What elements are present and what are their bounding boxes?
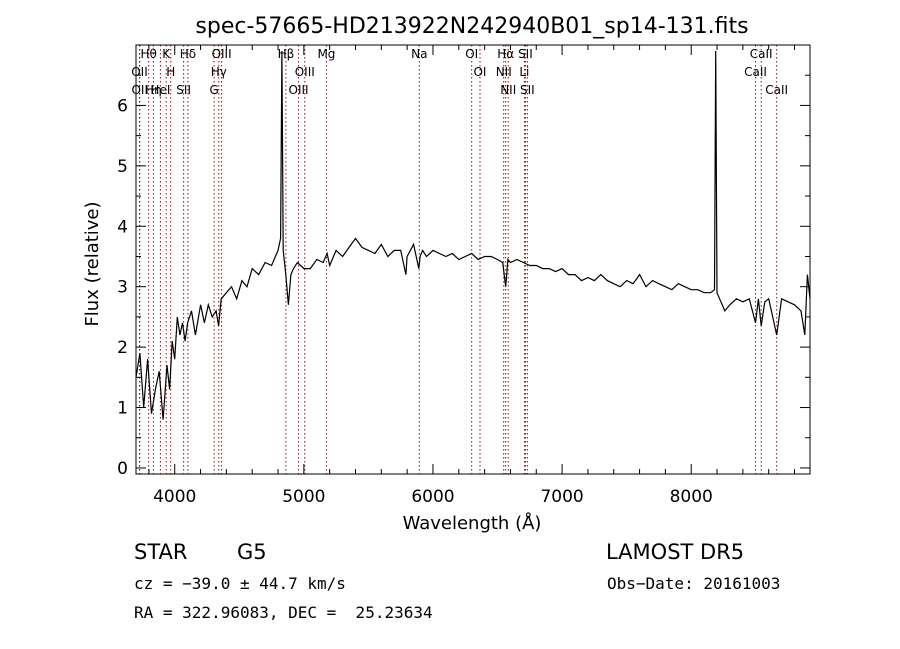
line-marker-label: Li [519,65,529,79]
y-tick-label: 6 [117,96,128,116]
line-marker-label: NII [496,65,512,79]
line-marker-label: Hθ [140,47,156,61]
line-marker-label: G [209,83,218,97]
observation-date: Obs−Date: 20161003 [607,574,781,593]
x-tick-label: 7000 [540,487,583,507]
line-marker-label: Hβ [278,47,295,61]
line-marker-label: NII [500,83,516,97]
y-tick-label: 4 [117,217,128,237]
y-tick-label: 5 [117,157,128,177]
line-marker-label: Hδ [180,47,196,61]
spectral-subclass: G5 [237,540,267,564]
chart-title: spec-57665-HD213922N242940B01_sp14-131.f… [195,14,748,39]
line-marker-label: Mg [317,47,335,61]
object-type: STAR [134,540,188,564]
line-marker-label: CaII [750,47,773,61]
line-marker-label: CaII [744,65,767,79]
line-marker-label: SII [520,83,535,97]
plot-frame [135,44,811,475]
x-axis-label: Wavelength (Å) [403,512,542,534]
coordinates-readout: RA = 322.96083, DEC = 25.23634 [134,603,433,622]
x-tick-label: 5000 [282,487,325,507]
line-marker-label: H [166,65,175,79]
line-marker-label: Hη [145,83,162,97]
line-marker-label: SII [176,83,191,97]
x-tick-label: 6000 [411,487,454,507]
line-marker-label: HeI [150,83,170,97]
line-marker-label: K [162,47,171,61]
x-tick-label: 8000 [670,487,713,507]
y-tick-label: 0 [117,459,128,479]
line-marker-label: OI [465,47,478,61]
y-tick-label: 1 [117,399,128,419]
axis-ticks: 4000 5000 6000 7000 8000 0 1 2 3 4 5 6 [117,45,810,507]
line-marker-label: OIII [295,65,315,79]
line-marker-label: OII [131,65,148,79]
redshift-readout: cz = −39.0 ± 44.7 km/s [134,574,346,593]
line-markers [138,45,778,474]
y-tick-label: 2 [117,338,128,358]
survey-name: LAMOST DR5 [606,540,745,564]
line-marker-label: OI [473,65,486,79]
spectrum-series-line [135,50,811,420]
line-marker-label: Na [411,47,427,61]
line-marker-label: Hγ [211,65,227,79]
line-marker-label: OIII [212,47,232,61]
line-marker-label: CaII [765,83,788,97]
y-tick-label: 3 [117,278,128,298]
line-marker-label: Hα [497,47,514,61]
y-axis-label: Flux (relative) [82,201,103,326]
x-tick-label: 4000 [153,487,196,507]
line-marker-label: SII [518,47,533,61]
line-marker-label: OIII [289,83,309,97]
